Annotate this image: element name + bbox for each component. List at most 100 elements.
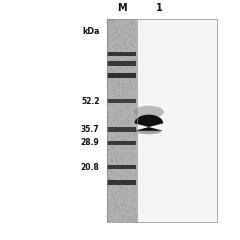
Point: [132, 132, 135, 136]
Point: [127, 178, 131, 182]
Point: [117, 109, 121, 113]
Point: [118, 178, 122, 182]
Point: [118, 78, 122, 81]
Point: [116, 204, 120, 208]
Point: [123, 169, 127, 173]
Point: [109, 167, 113, 171]
Point: [125, 145, 129, 149]
Point: [124, 137, 128, 141]
Point: [114, 43, 118, 47]
Point: [116, 94, 120, 98]
Point: [105, 70, 109, 74]
Point: [109, 180, 113, 183]
Point: [120, 187, 124, 191]
Point: [123, 184, 127, 188]
Point: [122, 120, 126, 123]
Point: [113, 111, 117, 115]
Point: [120, 196, 124, 200]
Point: [114, 198, 118, 202]
Point: [117, 200, 121, 204]
Point: [115, 209, 119, 212]
Point: [112, 116, 116, 120]
Point: [121, 204, 125, 208]
Point: [118, 187, 122, 191]
Point: [132, 22, 136, 26]
Point: [118, 149, 122, 152]
Point: [107, 178, 111, 182]
Point: [118, 165, 122, 169]
Point: [113, 143, 117, 147]
Point: [123, 215, 126, 219]
Point: [116, 188, 120, 192]
Point: [133, 159, 137, 162]
Point: [112, 150, 116, 153]
Point: [131, 181, 135, 185]
Point: [109, 168, 113, 172]
Point: [117, 177, 121, 180]
Point: [117, 181, 121, 185]
Point: [130, 146, 134, 150]
Point: [134, 86, 138, 90]
Point: [110, 82, 114, 86]
Point: [110, 198, 114, 202]
Point: [127, 220, 131, 224]
Point: [119, 204, 123, 208]
Point: [107, 219, 110, 223]
Point: [112, 171, 116, 175]
Point: [122, 200, 126, 204]
Point: [126, 112, 130, 115]
Point: [107, 164, 110, 168]
Point: [110, 194, 114, 198]
Point: [127, 184, 131, 187]
Point: [120, 145, 123, 149]
Point: [112, 36, 115, 40]
Point: [131, 92, 134, 96]
Point: [124, 48, 127, 52]
Point: [134, 173, 138, 177]
Point: [113, 59, 117, 63]
Point: [113, 114, 116, 118]
Point: [132, 158, 136, 162]
Point: [126, 138, 130, 141]
Point: [109, 123, 113, 127]
Point: [110, 169, 114, 173]
Point: [120, 82, 124, 86]
Point: [114, 141, 118, 145]
Point: [116, 218, 120, 222]
Point: [129, 41, 132, 45]
Point: [122, 121, 126, 125]
Point: [122, 187, 126, 191]
Point: [130, 106, 133, 109]
Point: [105, 40, 109, 44]
Point: [106, 183, 110, 187]
Point: [133, 218, 137, 222]
Point: [131, 32, 135, 36]
Point: [109, 205, 113, 209]
Point: [129, 100, 133, 104]
Point: [107, 130, 110, 133]
Point: [125, 96, 129, 100]
Point: [124, 122, 127, 126]
Point: [108, 168, 112, 172]
Point: [117, 72, 121, 76]
Point: [128, 82, 132, 86]
Point: [113, 105, 117, 108]
Point: [120, 186, 123, 190]
Point: [112, 197, 116, 200]
Point: [134, 133, 138, 137]
Point: [114, 92, 118, 96]
Point: [131, 35, 135, 39]
Point: [109, 80, 113, 84]
Point: [118, 62, 122, 66]
Point: [122, 174, 126, 177]
Point: [126, 210, 130, 214]
Point: [134, 211, 138, 215]
Point: [115, 173, 119, 177]
Point: [111, 204, 114, 208]
Point: [128, 135, 132, 139]
Point: [119, 106, 123, 110]
Point: [109, 62, 113, 66]
Point: [128, 190, 132, 193]
Point: [120, 146, 124, 150]
Point: [120, 29, 124, 33]
